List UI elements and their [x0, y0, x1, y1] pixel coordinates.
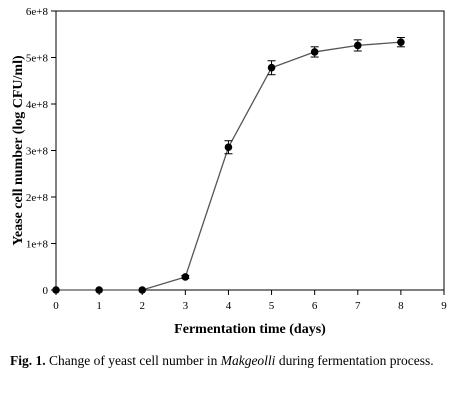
data-point — [353, 41, 362, 50]
y-tick-label: 2e+8 — [26, 192, 49, 204]
x-tick-label: 3 — [183, 300, 189, 312]
caption-italic: Makgeolli — [220, 353, 276, 368]
plot-frame — [55, 10, 445, 291]
data-point — [181, 273, 190, 281]
line-chart: 0 1 2 3 4 5 6 7 8 9 0 1e+8 2e+8 3e+8 4e+8 5e+8 6e+8 Ferm… — [11, 6, 447, 337]
x-axis-title: Fermentation time (days) — [174, 322, 326, 337]
data-point — [224, 143, 233, 152]
data-point — [95, 286, 103, 294]
x-tick-label: 9 — [441, 300, 447, 312]
caption-text-before: Change of yeast cell number in — [45, 353, 221, 368]
data-point — [310, 48, 319, 56]
data-point — [138, 286, 147, 294]
x-tick-label: 4 — [226, 300, 232, 312]
figure-caption: Fig. 1. Change of yeast cell number in M… — [10, 352, 450, 370]
y-tick-label: 4e+8 — [26, 99, 49, 111]
data-point — [397, 38, 405, 46]
y-tick-label: 1e+8 — [26, 239, 49, 251]
x-tick-label: 6 — [312, 300, 318, 312]
series-line — [56, 41, 401, 291]
y-tick-label: 5e+8 — [26, 53, 49, 65]
x-tick-label: 5 — [269, 300, 275, 312]
x-tick-label: 1 — [96, 300, 102, 312]
x-tick-label: 2 — [139, 300, 145, 312]
y-axis-title: Yease cell number (log CFU/ml) — [11, 55, 26, 246]
y-tick-label: 0 — [43, 285, 49, 297]
y-tick-label: 3e+8 — [26, 146, 49, 158]
x-tick-label: 0 — [53, 300, 59, 312]
data-point — [52, 286, 60, 294]
data-point — [267, 63, 276, 72]
x-tick-label: 8 — [398, 300, 404, 312]
x-tick-label: 7 — [355, 300, 361, 312]
figure-label: Fig. 1. — [10, 353, 46, 368]
y-tick-label: 6e+8 — [26, 6, 49, 18]
caption-text-after: during fermentation process. — [275, 353, 434, 368]
